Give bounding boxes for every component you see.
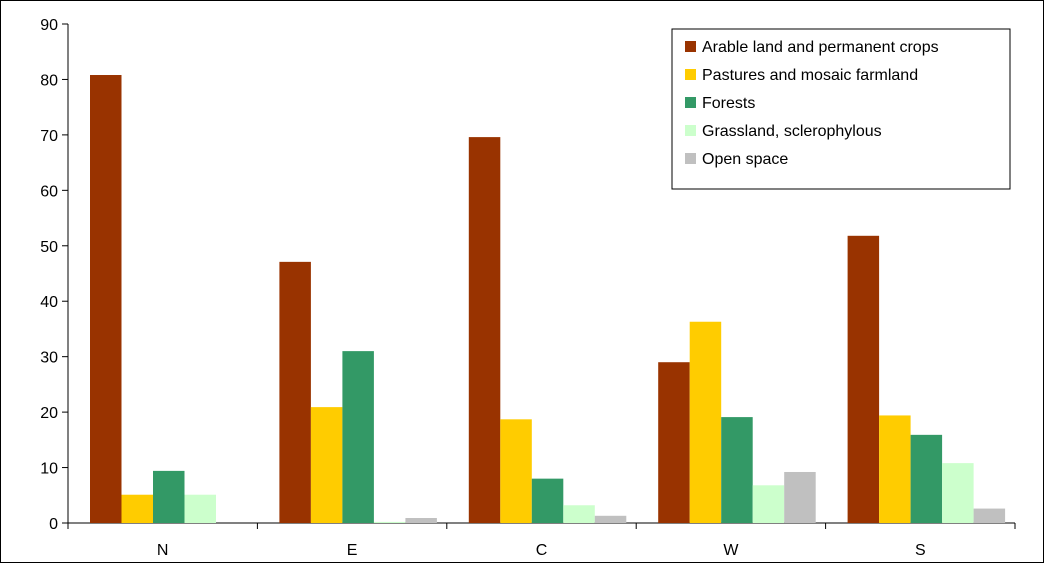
bar-arable-land-and-permanent-crops-e (279, 261, 311, 523)
y-tick-label: 60 (40, 183, 58, 200)
bar-grassland-sclerophylous-w (752, 485, 785, 523)
bar-grassland-sclerophylous-n (184, 494, 216, 523)
bar-open-space-s (973, 508, 1006, 523)
legend: Arable land and permanent crops Pastures … (671, 28, 1011, 190)
bar-forests-e (342, 351, 374, 523)
x-category-label: S (915, 542, 926, 559)
legend-swatch (685, 125, 696, 136)
bar-pastures-and-mosaic-farmland-n (121, 494, 153, 523)
y-tick-label: 50 (40, 239, 58, 256)
bar-pastures-and-mosaic-farmland-s (879, 415, 911, 523)
legend-label: Forests (702, 95, 755, 112)
legend-swatch (685, 41, 696, 52)
bar-grassland-sclerophylous-e (373, 521, 406, 523)
bars (90, 75, 1006, 524)
y-tick-label: 10 (40, 461, 58, 478)
legend-swatch (685, 153, 696, 164)
y-tick-label: 30 (40, 350, 58, 367)
y-tick-label: 90 (40, 17, 58, 34)
bar-arable-land-and-permanent-crops-n (90, 75, 122, 524)
bar-pastures-and-mosaic-farmland-w (689, 321, 722, 523)
bar-open-space-c (594, 515, 627, 523)
bar-grassland-sclerophylous-c (563, 505, 595, 523)
legend-swatch (685, 69, 696, 80)
y-tick-label: 80 (40, 72, 58, 89)
bar-pastures-and-mosaic-farmland-c (500, 419, 532, 523)
bar-open-space-e (405, 518, 437, 523)
bar-forests-s (910, 434, 943, 523)
x-category-label: E (347, 542, 358, 559)
bar-pastures-and-mosaic-farmland-e (310, 407, 343, 523)
bar-arable-land-and-permanent-crops-s (847, 235, 880, 523)
x-category-label: W (723, 542, 739, 559)
legend-box (671, 28, 1011, 190)
y-tick-label: 40 (40, 294, 58, 311)
x-category-label: N (157, 542, 169, 559)
y-tick-label: 0 (49, 516, 58, 533)
y-tick-label: 20 (40, 405, 58, 422)
axis-labels: 0 10 20 30 40 50 60 70 80 90 N E C W S (40, 17, 925, 559)
bar-forests-n (153, 470, 185, 523)
legend-label: Grassland, sclerophylous (702, 123, 882, 140)
legend-label: Arable land and permanent crops (702, 39, 939, 56)
bar-arable-land-and-permanent-crops-c (468, 137, 501, 523)
x-category-label: C (536, 542, 548, 559)
y-tick-label: 70 (40, 128, 58, 145)
legend-swatch (685, 97, 696, 108)
bar-forests-w (721, 417, 753, 523)
bar-forests-c (531, 478, 564, 523)
legend-label: Open space (702, 151, 788, 168)
legend-label: Pastures and mosaic farmland (702, 67, 918, 84)
bar-open-space-w (784, 471, 816, 523)
bar-arable-land-and-permanent-crops-w (658, 362, 690, 523)
bar-grassland-sclerophylous-s (942, 463, 974, 523)
